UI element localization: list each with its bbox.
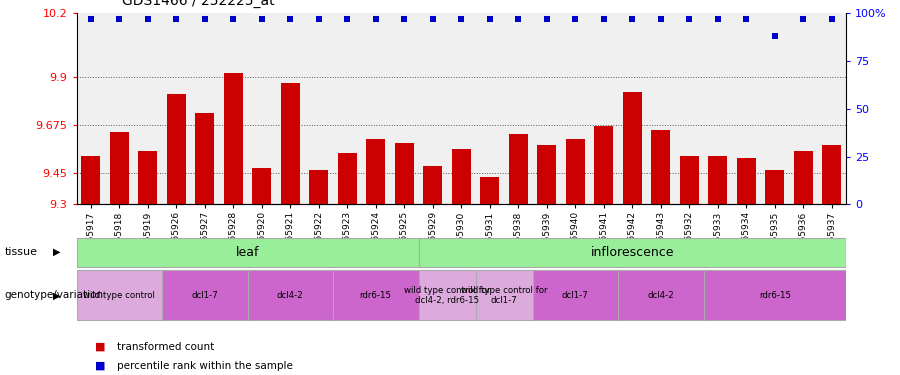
Point [739,16,753,22]
Point [768,33,782,39]
Text: transformed count: transformed count [117,342,214,352]
Bar [162,270,248,320]
Bar [566,138,584,204]
Text: wild type control for
dcl1-7: wild type control for dcl1-7 [461,286,547,305]
Bar [704,270,846,320]
Bar [248,270,333,320]
Bar [224,73,242,204]
Point [112,16,126,22]
Text: GDS1466 / 252225_at: GDS1466 / 252225_at [122,0,274,8]
Point [796,16,810,22]
Text: ▶: ▶ [53,247,60,257]
Point [454,16,468,22]
Bar [253,168,271,204]
Point [824,16,839,22]
Point [540,16,554,22]
Text: wild type control: wild type control [84,291,155,300]
Bar [452,149,471,204]
Point [340,16,355,22]
Text: ▶: ▶ [53,290,60,300]
Bar [537,145,556,204]
Point [140,16,155,22]
Point [482,16,497,22]
Bar [618,270,704,320]
Text: ■: ■ [94,361,105,370]
Point [311,16,326,22]
Bar [652,130,670,204]
Text: inflorescence: inflorescence [590,246,674,259]
Text: dcl1-7: dcl1-7 [192,291,218,300]
Bar [167,94,185,204]
Point [84,16,98,22]
Text: dcl1-7: dcl1-7 [562,291,589,300]
Bar [195,113,214,204]
Bar [418,237,846,267]
Point [653,16,668,22]
Text: genotype/variation: genotype/variation [4,290,104,300]
Text: dcl4-2: dcl4-2 [277,291,303,300]
Point [711,16,725,22]
Bar [509,134,527,204]
Point [511,16,526,22]
Text: wild type control for
dcl4-2, rdr6-15: wild type control for dcl4-2, rdr6-15 [404,286,491,305]
Point [397,16,411,22]
Text: rdr6-15: rdr6-15 [360,291,392,300]
Bar [737,158,755,204]
Bar [76,237,418,267]
Bar [424,166,442,204]
Bar [395,143,413,204]
Point [682,16,697,22]
Bar [110,132,129,204]
Point [283,16,297,22]
Point [255,16,269,22]
Bar [281,83,300,204]
Point [226,16,240,22]
Point [625,16,639,22]
Text: rdr6-15: rdr6-15 [759,291,791,300]
Bar [338,153,356,204]
Bar [595,126,613,204]
Point [198,16,212,22]
Bar [708,156,727,204]
Bar [533,270,618,320]
Bar [366,138,385,204]
Bar [680,156,698,204]
Point [568,16,582,22]
Bar [76,270,162,320]
Bar [475,270,533,320]
Text: percentile rank within the sample: percentile rank within the sample [117,361,292,370]
Text: tissue: tissue [4,247,38,257]
Point [169,16,184,22]
Text: ■: ■ [94,342,105,352]
Bar [766,170,784,204]
Bar [139,151,157,204]
Bar [418,270,475,320]
Bar [333,270,418,320]
Text: leaf: leaf [236,246,259,259]
Point [426,16,440,22]
Point [597,16,611,22]
Bar [794,151,813,204]
Bar [82,156,100,204]
Point [369,16,383,22]
Bar [623,92,642,204]
Bar [481,177,499,204]
Bar [823,145,841,204]
Bar [310,170,328,204]
Text: dcl4-2: dcl4-2 [647,291,674,300]
